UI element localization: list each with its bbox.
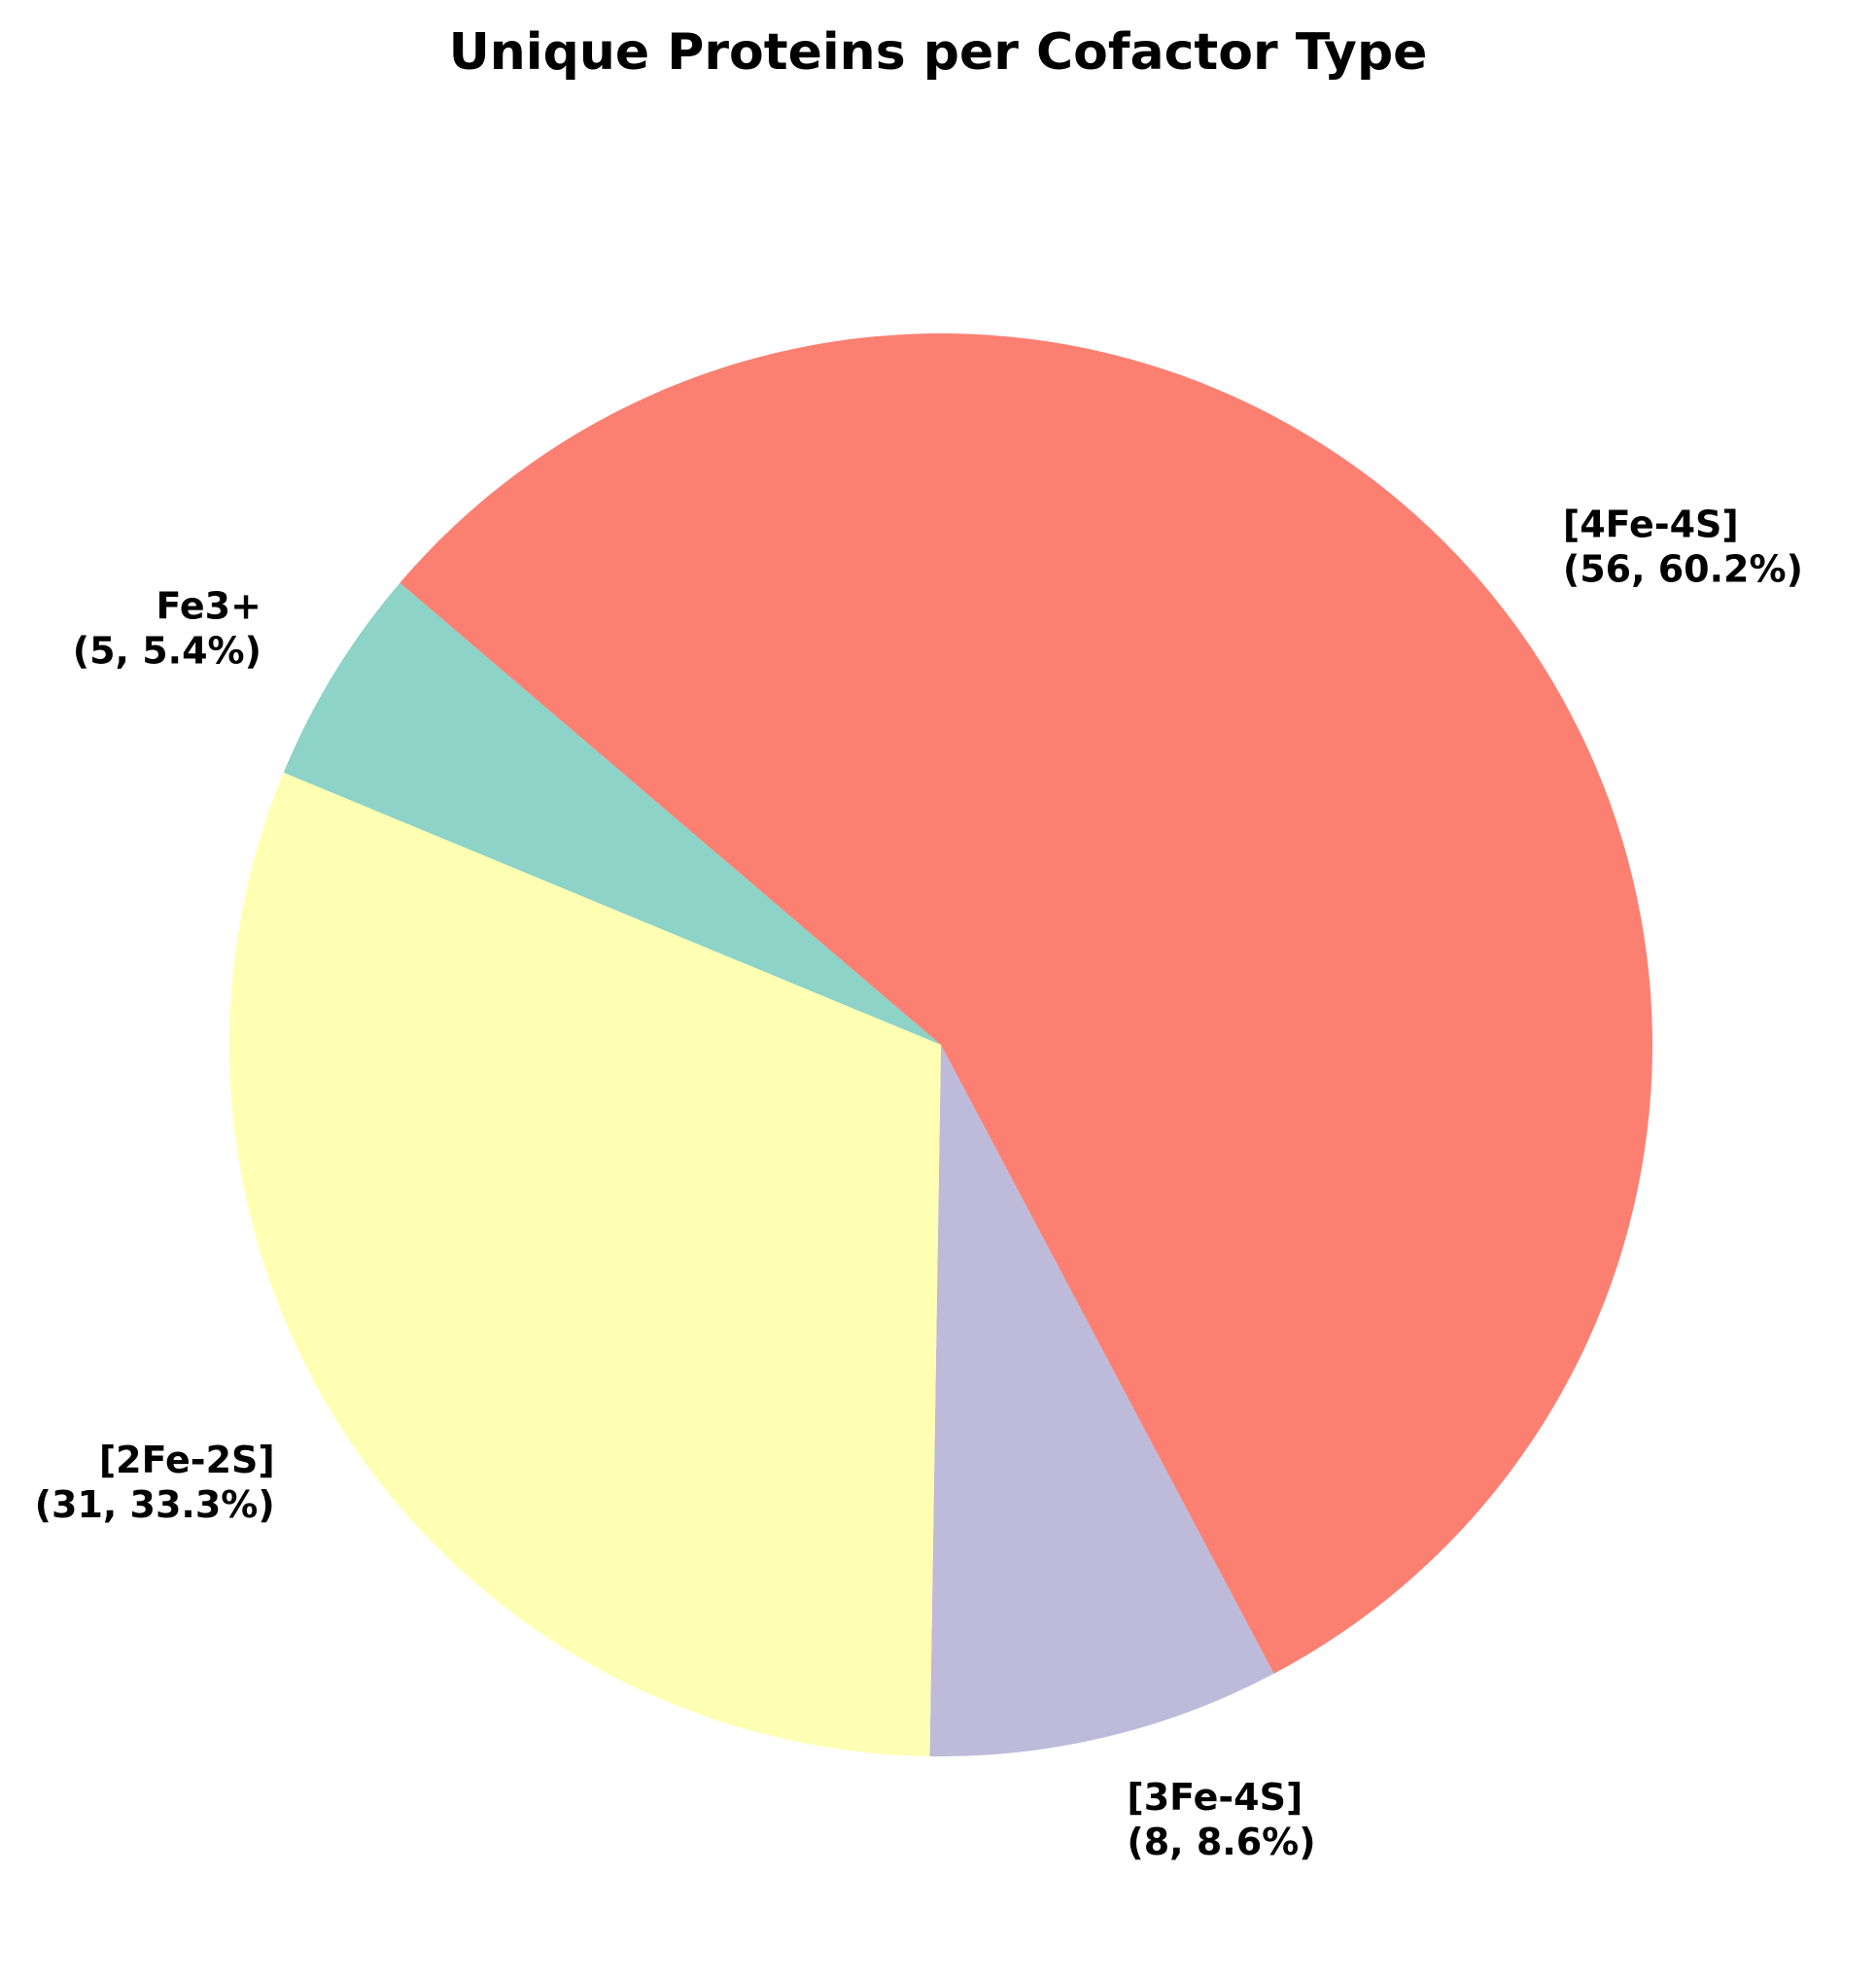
slice-category-label: [2Fe-2S]	[99, 1439, 275, 1481]
slice-value-label: (56, 60.2%)	[1563, 547, 1803, 590]
slice-category-label: [4Fe-4S]	[1563, 503, 1739, 545]
chart-title: Unique Proteins per Cofactor Type	[448, 23, 1428, 82]
pie-slice-4fe-4s	[400, 332, 1653, 1674]
slice-value-label: (8, 8.6%)	[1127, 1821, 1315, 1863]
pie-slice-3fe-4s	[929, 1045, 1274, 1756]
slice-label-3fe-4s: [3Fe-4S] (8, 8.6%)	[1127, 1776, 1315, 1863]
pie-slice-2fe-2s	[228, 772, 941, 1756]
pie-slice-fe3	[283, 582, 941, 1045]
slice-category-label: Fe3+	[156, 585, 261, 628]
slice-label-fe3: Fe3+ (5, 5.4%)	[73, 585, 261, 673]
slice-label-4fe-4s: [4Fe-4S] (56, 60.2%)	[1563, 503, 1803, 590]
slice-value-label: (31, 33.3%)	[35, 1483, 275, 1526]
slice-label-2fe-2s: [2Fe-2S] (31, 33.3%)	[35, 1439, 275, 1526]
slice-value-label: (5, 5.4%)	[73, 630, 261, 673]
slice-category-label: [3Fe-4S]	[1127, 1776, 1303, 1819]
